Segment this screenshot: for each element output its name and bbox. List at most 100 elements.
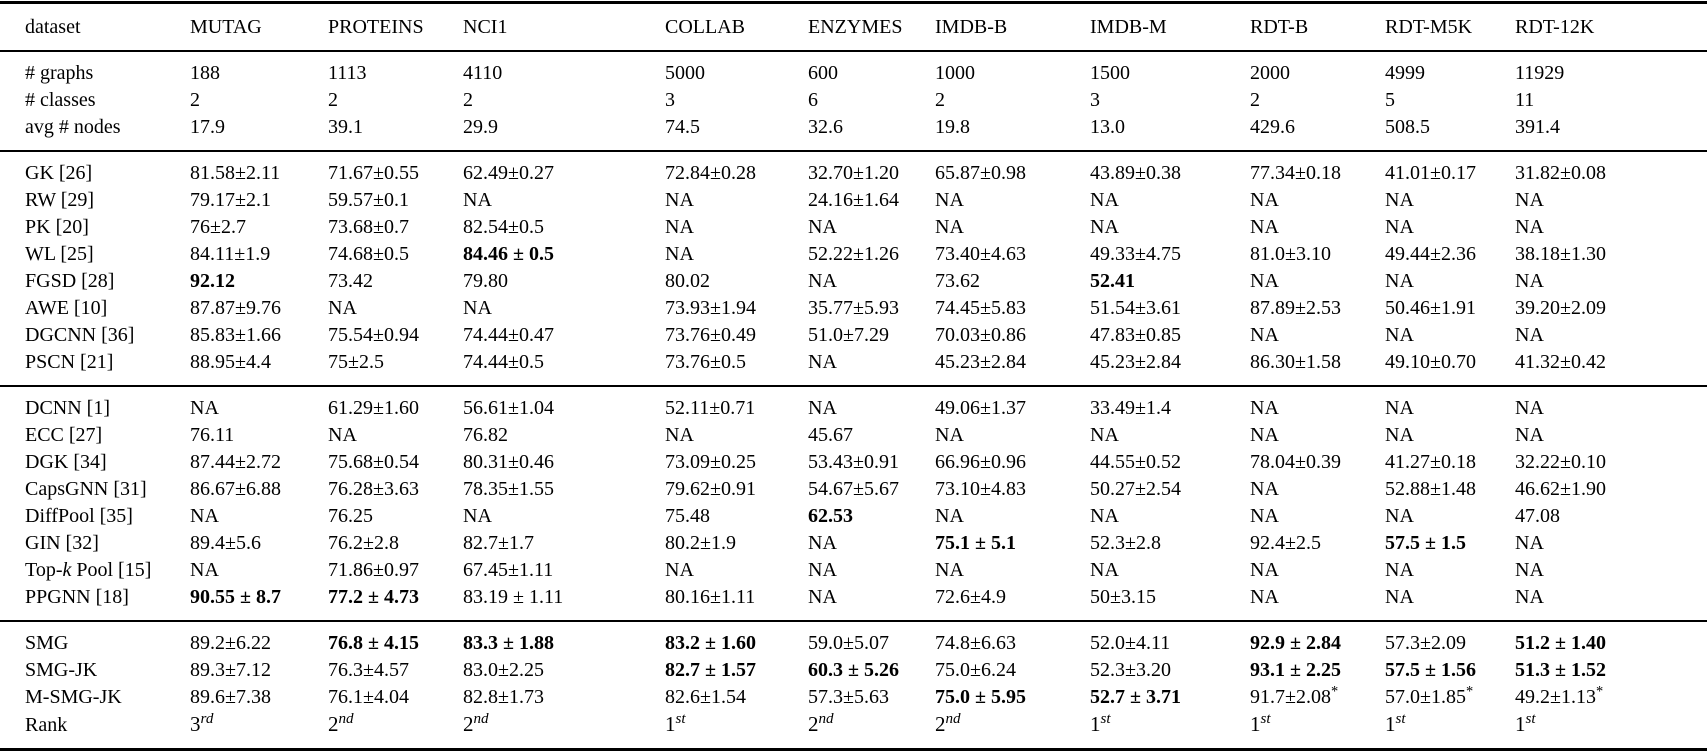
table-cell: 11 <box>1515 89 1535 111</box>
table-cell: NA <box>665 216 694 238</box>
table-cell: 2 <box>935 89 945 111</box>
table-cell: 89.2±6.22 <box>190 632 271 654</box>
table-cell: NA <box>1385 424 1414 446</box>
table-row: DCNN [1] NA 61.29±1.60 56.61±1.04 52.11±0.71… <box>0 386 1707 422</box>
table-cell: 1st <box>1515 711 1536 736</box>
table-row: DiffPool [35] NA 76.25 NA 75.48 62.53 NA NA NA NA… <box>0 503 1707 530</box>
table-cell: 76.2±2.8 <box>328 532 399 554</box>
table-cell: NA <box>1090 505 1119 527</box>
row-label: DCNN [1] <box>25 397 110 419</box>
row-label: RW [29] <box>25 189 95 211</box>
column-header-collab: COLLAB <box>665 2 808 52</box>
table-cell: NA <box>935 216 964 238</box>
table-cell: NA <box>190 505 219 527</box>
table-cell: 62.53 <box>808 505 853 527</box>
table-cell: 76.25 <box>328 505 373 527</box>
table-cell: 72.84±0.28 <box>665 162 756 184</box>
table-cell: 86.67±6.88 <box>190 478 281 500</box>
table-cell: NA <box>1250 270 1279 292</box>
table-cell: 6 <box>808 89 818 111</box>
table-cell: NA <box>1515 324 1544 346</box>
table-cell: 83.2 ± 1.60 <box>665 632 756 654</box>
table-cell: NA <box>808 270 837 292</box>
table-cell: 1st <box>1385 711 1406 736</box>
table-cell: 81.0±3.10 <box>1250 243 1331 265</box>
row-label: FGSD [28] <box>25 270 115 292</box>
table-cell: NA <box>1515 559 1544 581</box>
table-cell: 53.43±0.91 <box>808 451 899 473</box>
section-gnn-methods: DCNN [1] NA 61.29±1.60 56.61±1.04 52.11±0.71… <box>0 386 1707 621</box>
table-cell: NA <box>1385 270 1414 292</box>
row-label: WL [25] <box>25 243 94 265</box>
table-cell: 24.16±1.64 <box>808 189 899 211</box>
table-cell: 41.27±0.18 <box>1385 451 1476 473</box>
table-cell: 13.0 <box>1090 116 1125 138</box>
table-row: PPGNN [18] 90.55 ± 8.7 77.2 ± 4.73 83.19 ± … <box>0 584 1707 621</box>
table-cell: NA <box>463 189 492 211</box>
table-cell: 89.6±7.38 <box>190 686 271 708</box>
table-cell: 88.95±4.4 <box>190 351 271 373</box>
table-cell: 52.41 <box>1090 270 1135 292</box>
table-cell: NA <box>1515 216 1544 238</box>
table-cell: 80.31±0.46 <box>463 451 554 473</box>
table-row: # classes 2 2 2 3 6 2 3 2 5 11 <box>0 87 1707 114</box>
table-cell: 47.08 <box>1515 505 1560 527</box>
table-cell: 50.46±1.91 <box>1385 297 1476 319</box>
table-cell: 33.49±1.4 <box>1090 397 1171 419</box>
table-cell: 84.11±1.9 <box>190 243 271 265</box>
table-cell: NA <box>1090 189 1119 211</box>
table-cell: 3rd <box>190 711 214 736</box>
row-label: # classes <box>25 89 96 111</box>
table-cell: 73.76±0.5 <box>665 351 746 373</box>
table-cell: 51.2 ± 1.40 <box>1515 632 1606 654</box>
table-cell: 87.89±2.53 <box>1250 297 1341 319</box>
table-cell: 80.2±1.9 <box>665 532 736 554</box>
table-cell: 75±2.5 <box>328 351 384 373</box>
column-header-proteins: PROTEINS <box>328 2 463 52</box>
table-cell: 61.29±1.60 <box>328 397 419 419</box>
table-cell: NA <box>1090 559 1119 581</box>
table-header: dataset MUTAG PROTEINS NCI1 COLLAB ENZYMES IMD… <box>0 2 1707 52</box>
table-cell: 1113 <box>328 62 367 84</box>
table-row: ECC [27] 76.11 NA 76.82 NA 45.67 NA NA NA NA NA <box>0 422 1707 449</box>
table-cell: 188 <box>190 62 220 84</box>
table-cell: NA <box>1515 532 1544 554</box>
table-cell: 429.6 <box>1250 116 1295 138</box>
table-cell: 83.0±2.25 <box>463 659 544 681</box>
table-cell: NA <box>1250 424 1279 446</box>
table-cell: 52.88±1.48 <box>1385 478 1476 500</box>
row-label: SMG-JK <box>25 659 98 681</box>
table-cell: 83.3 ± 1.88 <box>463 632 554 654</box>
table-cell: 79.80 <box>463 270 508 292</box>
table-row: PK [20] 76±2.7 73.68±0.7 82.54±0.5 NA NA NA NA N… <box>0 214 1707 241</box>
table-cell: 2 <box>190 89 200 111</box>
table-cell: NA <box>1090 216 1119 238</box>
table-cell: 59.0±5.07 <box>808 632 889 654</box>
column-header-rdt-m5k: RDT-M5K <box>1385 2 1515 52</box>
table-cell: 39.20±2.09 <box>1515 297 1606 319</box>
table-cell: 45.23±2.84 <box>1090 351 1181 373</box>
table-row: FGSD [28] 92.12 73.42 79.80 80.02 NA 73.62 52.4… <box>0 268 1707 295</box>
table-cell: 35.77±5.93 <box>808 297 899 319</box>
table-row: SMG 89.2±6.22 76.8 ± 4.15 83.3 ± 1.88 83.2 ±… <box>0 621 1707 657</box>
table-row: # graphs 188 1113 4110 5000 600 1000 1500 2000 49… <box>0 51 1707 87</box>
row-label: GIN [32] <box>25 532 99 554</box>
table-cell: 78.04±0.39 <box>1250 451 1341 473</box>
table-cell: 81.58±2.11 <box>190 162 281 184</box>
table-cell: 75.48 <box>665 505 710 527</box>
table-cell: 2 <box>463 89 473 111</box>
table-cell: 76.28±3.63 <box>328 478 419 500</box>
table-cell: 70.03±0.86 <box>935 324 1026 346</box>
table-cell: 76.82 <box>463 424 508 446</box>
table-row: CapsGNN [31] 86.67±6.88 76.28±3.63 78.35±1.… <box>0 476 1707 503</box>
table-cell: 52.3±3.20 <box>1090 659 1171 681</box>
row-label: DiffPool [35] <box>25 505 133 527</box>
table-cell: 73.93±1.94 <box>665 297 756 319</box>
table-cell: 75.0 ± 5.95 <box>935 686 1026 708</box>
row-label: PK [20] <box>25 216 89 238</box>
table-cell: NA <box>665 243 694 265</box>
table-cell: 2nd <box>328 711 354 736</box>
table-cell: NA <box>1515 189 1544 211</box>
table-row: Top-k Pool [15] NA 71.86±0.97 67.45±1.11 NA N… <box>0 557 1707 584</box>
